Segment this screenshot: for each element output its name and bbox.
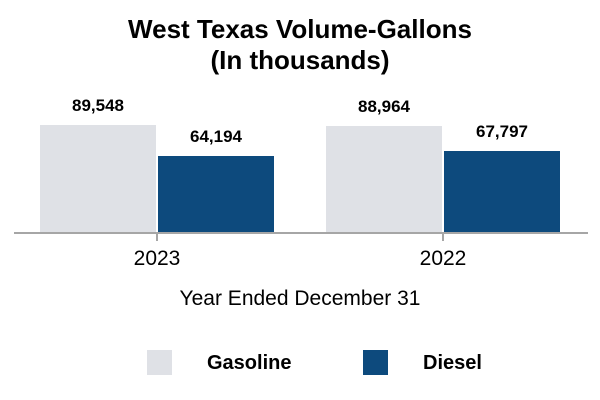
bar-diesel-2023 xyxy=(158,156,274,232)
legend-swatch-diesel xyxy=(363,350,388,375)
value-label-gasoline-2022: 88,964 xyxy=(358,97,410,116)
legend-label-gasoline: Gasoline xyxy=(207,352,292,374)
legend-swatch-gasoline xyxy=(147,350,172,375)
chart-title-line1: West Texas Volume-Gallons xyxy=(128,14,472,44)
chart-title: West Texas Volume-Gallons (In thousands) xyxy=(0,14,600,76)
x-axis-tick-2022 xyxy=(442,234,444,241)
x-axis-line xyxy=(14,232,588,234)
plot-area: 89,548 64,194 88,964 67,797 xyxy=(0,96,600,232)
x-axis-title: Year Ended December 31 xyxy=(179,287,421,310)
chart-title-line2: (In thousands) xyxy=(210,45,390,75)
category-label-2022: 2022 xyxy=(419,247,467,270)
value-label-gasoline-2023: 89,548 xyxy=(72,96,124,115)
x-axis-tick-2023 xyxy=(156,234,158,241)
bar-gasoline-2023 xyxy=(40,125,156,232)
category-label-2023: 2023 xyxy=(133,247,181,270)
bar-gasoline-2022 xyxy=(326,126,442,232)
legend-label-diesel: Diesel xyxy=(423,352,482,374)
value-label-diesel-2022: 67,797 xyxy=(476,122,528,141)
value-label-diesel-2023: 64,194 xyxy=(190,127,242,146)
bar-diesel-2022 xyxy=(444,151,560,232)
